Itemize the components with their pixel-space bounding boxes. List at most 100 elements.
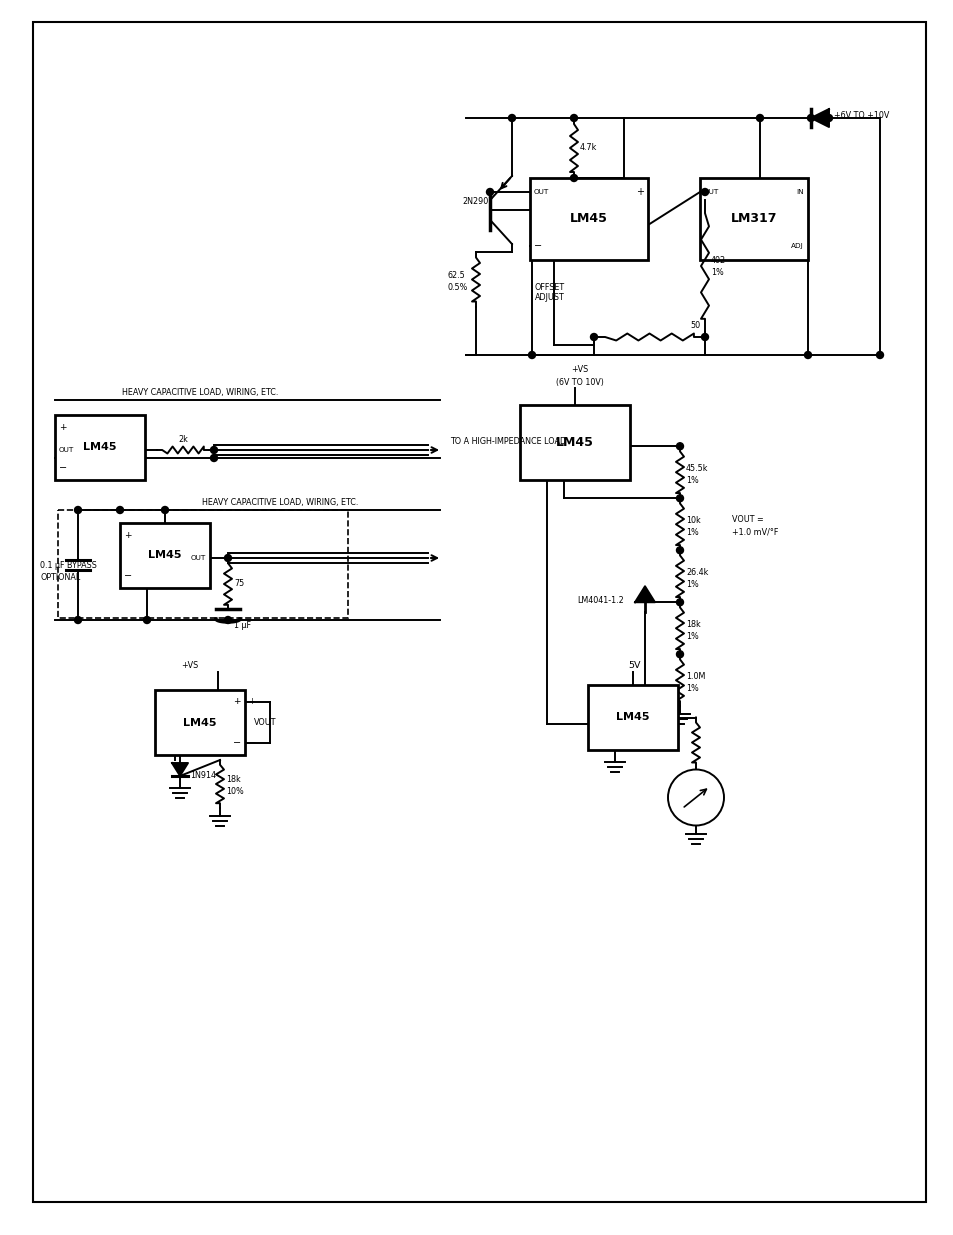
Circle shape: [676, 651, 682, 658]
Text: 10k: 10k: [685, 516, 700, 525]
Bar: [58, 510, 348, 618]
Circle shape: [211, 447, 217, 453]
Text: 0.5%: 0.5%: [448, 283, 468, 291]
Circle shape: [116, 506, 123, 514]
Text: (6V TO 10V): (6V TO 10V): [556, 378, 603, 387]
Text: +VS: +VS: [571, 366, 588, 374]
Text: −: −: [233, 739, 241, 748]
Circle shape: [590, 333, 597, 341]
Circle shape: [806, 115, 814, 121]
Circle shape: [570, 115, 577, 121]
Text: VOUT =: VOUT =: [731, 515, 763, 524]
Circle shape: [528, 352, 535, 358]
Text: OUT: OUT: [534, 189, 549, 195]
Circle shape: [756, 115, 762, 121]
Text: LM45: LM45: [570, 212, 607, 226]
Circle shape: [824, 115, 832, 121]
Text: +: +: [636, 186, 643, 198]
Text: +: +: [248, 697, 254, 705]
Text: 1 μF: 1 μF: [233, 621, 251, 631]
Text: 18k: 18k: [226, 776, 240, 784]
Text: TO A HIGH-IMPEDANCE LOAD: TO A HIGH-IMPEDANCE LOAD: [450, 437, 565, 447]
Text: 5V: 5V: [628, 661, 640, 669]
Polygon shape: [635, 587, 655, 603]
Circle shape: [570, 174, 577, 182]
Text: +6V TO +10V: +6V TO +10V: [833, 111, 888, 121]
Bar: [700, 178, 807, 261]
Circle shape: [676, 599, 682, 605]
Text: 1%: 1%: [685, 527, 698, 537]
Text: ADJ: ADJ: [790, 243, 803, 249]
Text: HEAVY CAPACITIVE LOAD, WIRING, ETC.: HEAVY CAPACITIVE LOAD, WIRING, ETC.: [202, 498, 357, 506]
Text: 1%: 1%: [685, 475, 698, 485]
Text: 1%: 1%: [685, 579, 698, 589]
Polygon shape: [172, 763, 188, 776]
Circle shape: [676, 443, 682, 450]
Text: +: +: [59, 422, 67, 431]
Text: LM45: LM45: [616, 713, 649, 722]
Text: 1N914: 1N914: [190, 771, 215, 779]
Bar: [120, 522, 210, 588]
Text: −: −: [124, 571, 132, 580]
Bar: [154, 690, 245, 755]
Text: 1%: 1%: [710, 268, 723, 277]
Text: VOUT: VOUT: [253, 718, 276, 727]
Circle shape: [667, 769, 723, 825]
Text: OPTIONAL: OPTIONAL: [40, 573, 80, 582]
Text: 18k: 18k: [685, 620, 700, 629]
Circle shape: [676, 495, 682, 501]
Circle shape: [486, 189, 493, 195]
Text: LM4041-1.2: LM4041-1.2: [577, 595, 623, 605]
Text: 1.0M: 1.0M: [685, 672, 704, 680]
Circle shape: [508, 115, 515, 121]
Text: 62.5: 62.5: [448, 270, 465, 280]
Text: +1.0 mV/°F: +1.0 mV/°F: [731, 527, 778, 537]
Text: 26.4k: 26.4k: [685, 568, 708, 577]
Text: OUT: OUT: [191, 555, 206, 561]
Text: OUT: OUT: [59, 447, 74, 453]
Text: LM45: LM45: [183, 718, 216, 727]
Text: HEAVY CAPACITIVE LOAD, WIRING, ETC.: HEAVY CAPACITIVE LOAD, WIRING, ETC.: [122, 388, 278, 396]
Text: +VS: +VS: [181, 661, 198, 669]
Text: LM317: LM317: [730, 212, 777, 226]
Text: 0.1 μF BYPASS: 0.1 μF BYPASS: [40, 561, 97, 569]
Text: ADJUST: ADJUST: [535, 294, 564, 303]
Text: LM45: LM45: [83, 442, 116, 452]
Circle shape: [676, 547, 682, 553]
Circle shape: [143, 616, 151, 624]
Bar: [530, 178, 647, 261]
Text: 45.5k: 45.5k: [685, 464, 708, 473]
Text: 75: 75: [233, 579, 244, 589]
Bar: [55, 415, 145, 480]
Text: IN: IN: [796, 189, 803, 195]
Circle shape: [211, 454, 217, 462]
Text: +: +: [233, 698, 241, 706]
Circle shape: [74, 506, 81, 514]
Circle shape: [803, 352, 811, 358]
Text: −: −: [248, 737, 255, 746]
Text: 10%: 10%: [226, 788, 244, 797]
Circle shape: [876, 352, 882, 358]
Text: LM45: LM45: [148, 551, 182, 561]
Text: 4.7k: 4.7k: [579, 143, 597, 152]
Circle shape: [700, 333, 708, 341]
Circle shape: [700, 189, 708, 195]
Circle shape: [161, 506, 169, 514]
Text: 1%: 1%: [685, 684, 698, 693]
Text: +: +: [124, 531, 132, 540]
Text: −: −: [59, 463, 67, 473]
Bar: [587, 685, 678, 750]
Circle shape: [224, 616, 232, 624]
Circle shape: [74, 616, 81, 624]
Text: 1%: 1%: [685, 632, 698, 641]
Text: OUT: OUT: [703, 189, 719, 195]
Text: 50: 50: [689, 321, 700, 330]
Circle shape: [224, 555, 232, 562]
Text: LM45: LM45: [556, 436, 594, 450]
Text: 402: 402: [710, 256, 725, 266]
Polygon shape: [810, 109, 828, 127]
Text: OFFSET: OFFSET: [535, 283, 564, 291]
Text: −: −: [534, 241, 541, 251]
Bar: [519, 405, 629, 480]
Text: 2k: 2k: [178, 435, 188, 443]
